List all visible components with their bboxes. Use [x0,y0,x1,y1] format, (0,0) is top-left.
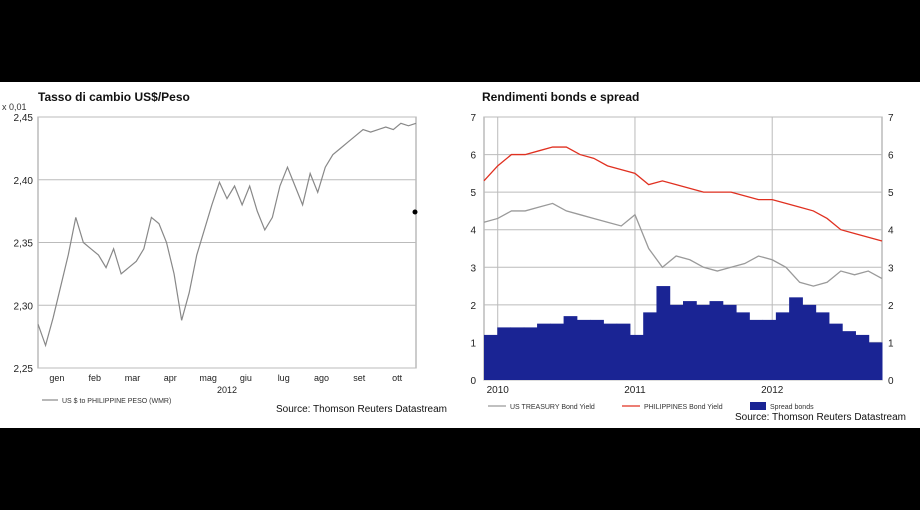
left-source: Source: Thomson Reuters Datastream [276,404,448,415]
right-ytick-label-left: 2 [470,301,476,312]
right-spread-bar [643,312,657,380]
left-ytick-label: 2,40 [14,176,34,187]
right-ytick-label-left: 1 [470,338,476,349]
right-legend-label-ph: PHILIPPINES Bond Yield [644,404,723,411]
right-ytick-label-right: 6 [888,151,894,162]
left-ytick-label: 2,30 [14,301,34,312]
right-ytick-label-right: 7 [888,113,894,124]
chart-panel: Tasso di cambio US$/Peso x 0,01 2,45 2,40… [0,82,920,428]
right-ytick-label-left: 5 [470,188,476,199]
left-xtick-label: mar [125,373,141,383]
right-philippines-line [483,146,883,242]
left-xtick-label: ago [314,373,329,383]
left-chart: 2,45 2,40 2,35 2,30 2,25 gen feb mar apr mag giu lu… [14,113,418,405]
right-spread-bar [523,327,538,380]
right-spread-bar [815,312,830,380]
right-spread-bar [484,334,498,380]
right-ytick-label-left: 3 [470,263,476,274]
right-ytick-label-left: 4 [470,226,476,237]
right-ytick-label-right: 5 [888,188,894,199]
right-ytick-label-left: 7 [470,113,476,124]
right-legend-label-us: US TREASURY Bond Yield [510,404,595,411]
right-ytick-label-right: 0 [888,376,894,387]
left-xtick-label: set [353,373,366,383]
right-ytick-label-left: 6 [470,151,476,162]
left-scale-label: x 0,01 [2,102,27,112]
left-legend-label: US $ to PHILIPPINE PESO (WMR) [62,398,171,405]
left-ytick-label: 2,45 [14,113,34,124]
right-ytick-label-right: 4 [888,226,894,237]
left-xtick-label: lug [278,373,290,383]
left-ytick-label: 2,35 [14,239,34,250]
right-xtick-label: 2010 [487,385,510,396]
right-us-treasury-line [483,202,883,287]
right-chart-title: Rendimenti bonds e spread [482,90,640,104]
right-ytick-label-left: 0 [470,376,476,387]
right-ytick-label-right: 1 [888,338,894,349]
right-spread-bar [775,312,790,380]
right-spread-bar [629,334,644,380]
right-spread-bar [736,312,750,380]
right-spread-bar [828,323,843,380]
left-year-label: 2012 [217,385,237,395]
right-spread-bar [590,319,604,380]
left-xtick-label: ott [392,373,403,383]
right-chart: 7 7 6 6 5 5 4 4 3 3 2 2 1 1 0 0 2010 2011 2012 US TREASURY … [470,113,894,411]
left-xtick-label: mag [199,373,217,383]
right-spread-bar [550,323,565,380]
right-spread-bar [802,304,817,380]
right-spread-bar [576,319,591,380]
right-spread-bar [709,301,724,380]
right-spread-bar [855,334,870,380]
left-xtick-label: gen [49,373,64,383]
right-ytick-label-right: 3 [888,263,894,274]
right-spread-bar [842,331,856,380]
left-series-line [37,122,417,348]
right-spread-bar [683,301,697,380]
left-xtick-label: giu [240,373,252,383]
right-spread-bar [762,319,777,380]
right-spread-bar [669,304,684,380]
right-spread-bar [537,323,551,380]
left-ytick-label: 2,25 [14,364,34,375]
right-spread-bar [603,323,618,380]
right-legend-swatch-spread [750,402,766,410]
right-spread-bar [563,316,578,380]
right-spread-bar [656,286,671,380]
right-spread-bar [497,327,512,380]
left-marker-dot [412,209,418,215]
left-xtick-label: feb [88,373,101,383]
right-xtick-label: 2012 [761,385,784,396]
right-spread-bar [789,297,803,380]
right-xtick-label: 2011 [624,385,646,396]
right-spread-bar [749,319,764,380]
right-source: Source: Thomson Reuters Datastream [735,412,907,423]
right-spread-bar [616,323,631,380]
left-xtick-label: apr [164,373,177,383]
right-spread-bar [510,327,525,380]
right-legend-label-spread: Spread bonds [770,404,814,411]
right-ytick-label-right: 2 [888,301,894,312]
right-spread-bar [696,304,711,380]
left-chart-title: Tasso di cambio US$/Peso [38,90,190,104]
right-spread-bar [868,342,883,380]
right-spread-bar [722,304,737,380]
